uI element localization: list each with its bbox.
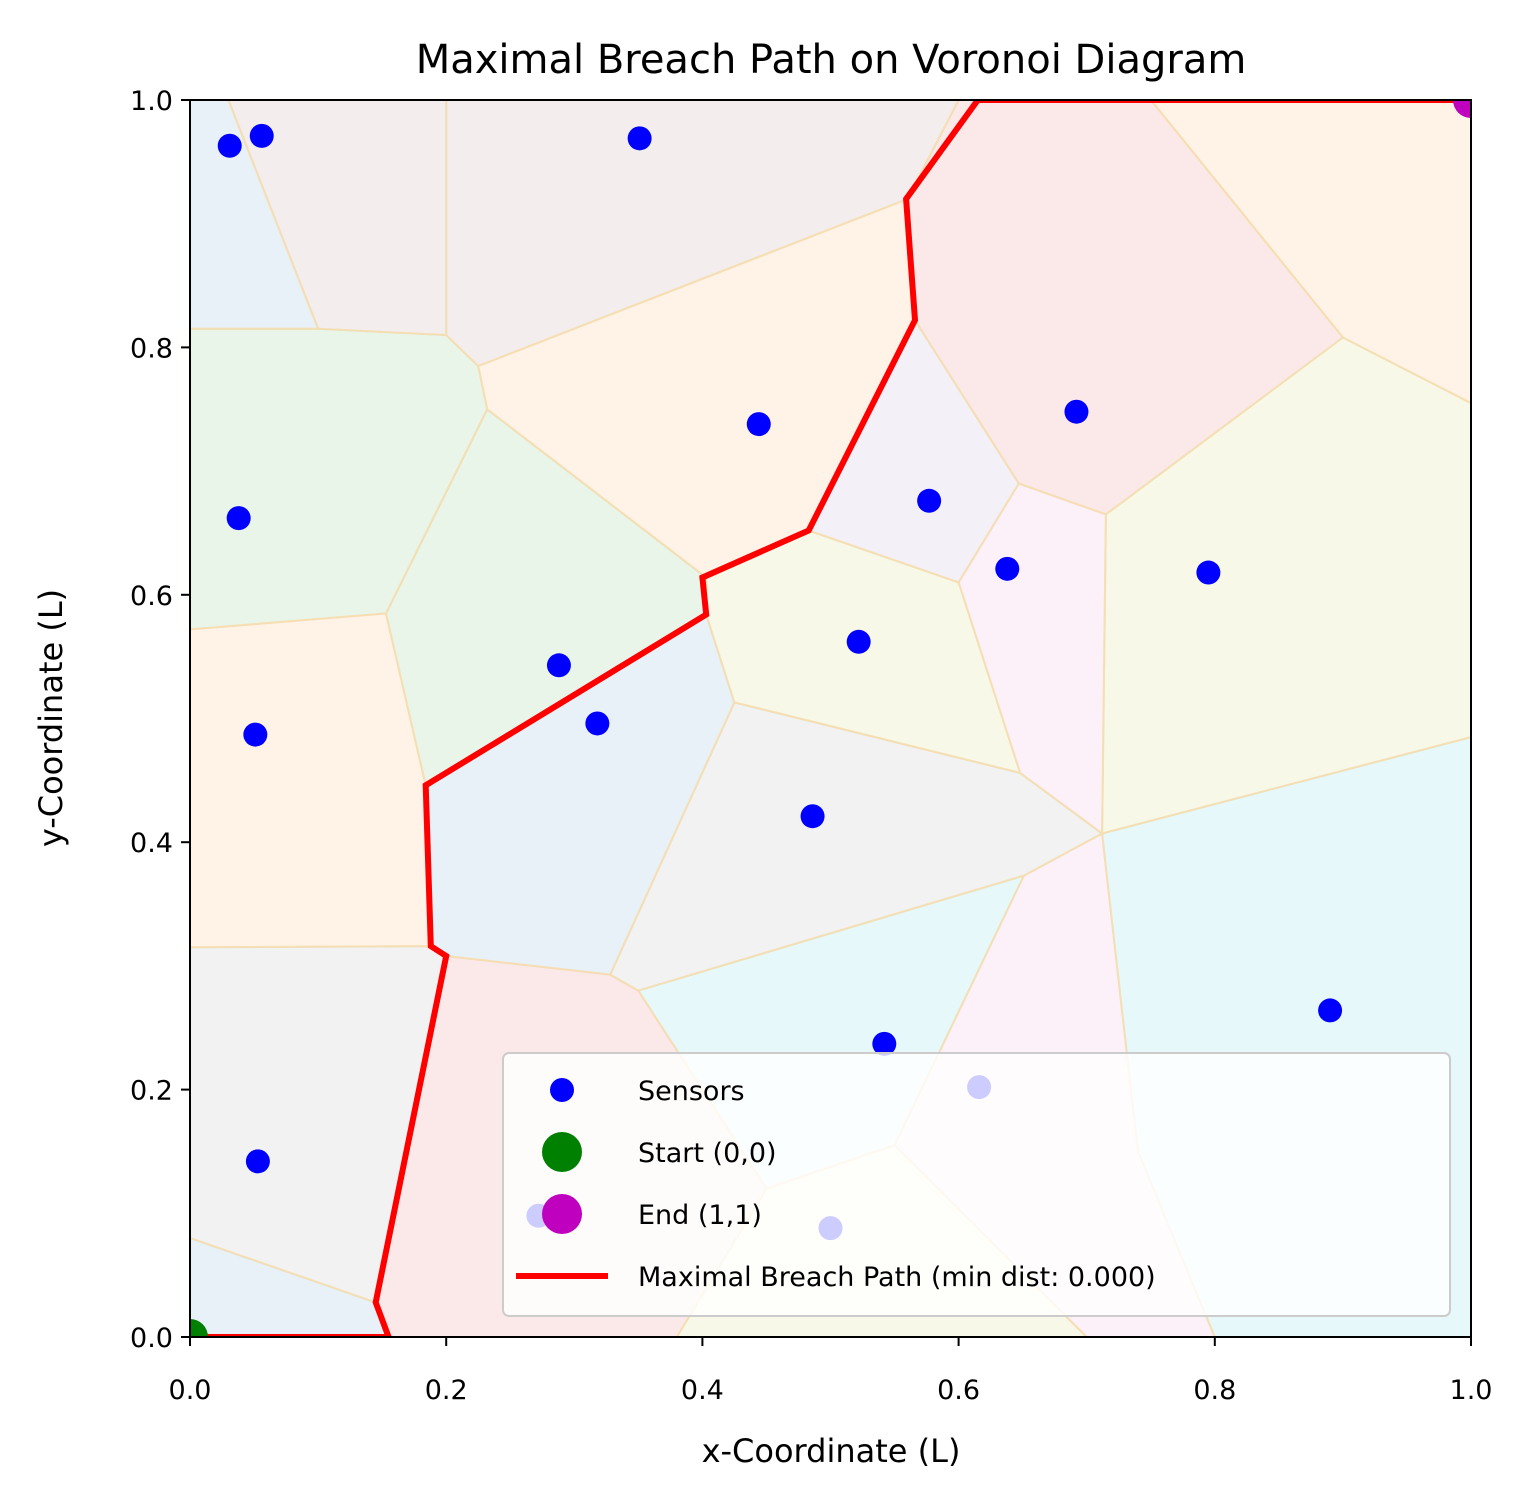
sensor-point-9 — [846, 629, 871, 654]
endpoint-markers — [190, 100, 1471, 1337]
chart-title: Maximal Breach Path on Voronoi Diagram — [416, 37, 1247, 83]
voronoi-cell-4 — [1149, 100, 1471, 405]
y-tick-label-2: 0.4 — [130, 828, 173, 859]
axes-frame — [189, 99, 1472, 1338]
legend-item-3: Maximal Breach Path (min dist: 0.000) — [516, 1262, 1156, 1293]
voronoi-cell-10 — [1101, 336, 1471, 835]
y-tick-label-0: 0.0 — [130, 1323, 173, 1354]
sensor-point-7 — [995, 556, 1020, 581]
sensor-point-15 — [872, 1031, 897, 1056]
breach-path-layer — [190, 100, 1471, 1337]
sensor-point-2 — [627, 126, 652, 151]
x-tick-label-2: 0.4 — [681, 1375, 724, 1406]
y-tick-label-4: 0.8 — [130, 333, 173, 364]
sensor-point-5 — [1064, 399, 1089, 424]
y-tick-label-5: 1.0 — [130, 86, 173, 117]
sensor-point-6 — [917, 488, 942, 513]
plot-area: Sensors Start (0,0) End (1,1) Maximal Breac… — [130, 86, 1492, 1406]
legend-label-1: Start (0,0) — [638, 1138, 777, 1169]
legend-sensor-swatch — [550, 1078, 574, 1102]
sensor-point-0 — [217, 133, 242, 158]
sensor-point-17 — [245, 1149, 270, 1174]
start-marker — [190, 1319, 208, 1337]
legend-label-3: Maximal Breach Path (min dist: 0.000) — [638, 1262, 1156, 1293]
x-tick-label-5: 1.0 — [1450, 1375, 1493, 1406]
y-tick-label-1: 0.2 — [130, 1076, 173, 1107]
maximal-breach-path — [190, 100, 1471, 1337]
legend-start-swatch — [542, 1132, 582, 1172]
sensor-point-10 — [546, 653, 571, 678]
sensor-point-4 — [746, 412, 771, 437]
y-tick-label-3: 0.6 — [130, 581, 173, 612]
sensor-point-13 — [800, 804, 825, 829]
voronoi-cell-20 — [190, 1236, 390, 1337]
y-axis-label: y-Coordinate (L) — [32, 589, 70, 847]
sensor-point-14 — [1318, 998, 1343, 1023]
x-tick-label-3: 0.6 — [937, 1375, 980, 1406]
sensor-point-11 — [585, 711, 610, 736]
end-marker — [1453, 100, 1471, 118]
legend-label-0: Sensors — [638, 1076, 745, 1107]
legend-box — [502, 1052, 1451, 1317]
x-tick-label-1: 0.2 — [425, 1375, 468, 1406]
legend-label-2: End (1,1) — [638, 1200, 762, 1231]
sensor-point-1 — [249, 123, 274, 148]
x-tick-label-0: 0.0 — [169, 1375, 212, 1406]
legend-item-2: End (1,1) — [542, 1194, 762, 1234]
x-tick-label-4: 0.8 — [1193, 1375, 1236, 1406]
legend-end-swatch — [542, 1194, 582, 1234]
sensor-point-8 — [1196, 560, 1221, 585]
sensor-point-12 — [243, 722, 268, 747]
legend: Sensors Start (0,0) End (1,1) Maximal Breac… — [502, 1052, 1451, 1317]
axis-ticks: 0.0 0.2 0.4 0.6 0.8 1.0 0.0 0.2 0.4 0.6 0.8 1.0 — [130, 86, 1492, 1406]
sensor-point-3 — [226, 506, 251, 531]
legend-item-1: Start (0,0) — [542, 1132, 777, 1172]
legend-item-0: Sensors — [550, 1076, 745, 1107]
voronoi-cell-12 — [190, 612, 432, 949]
x-axis-label: x-Coordinate (L) — [702, 1432, 961, 1470]
